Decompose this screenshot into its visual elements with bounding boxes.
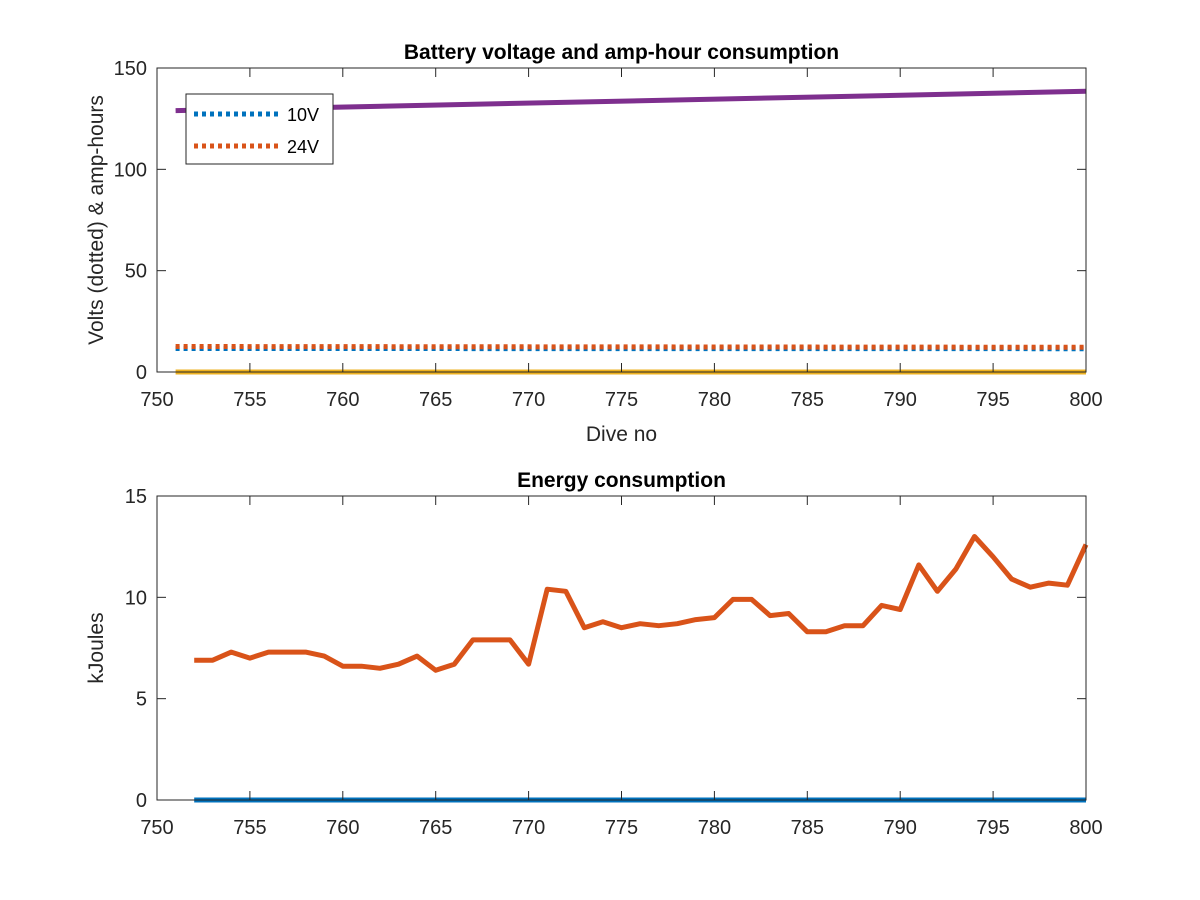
y-axis-label: Volts (dotted) & amp-hours [85, 95, 108, 345]
x-tick-label: 785 [791, 389, 824, 411]
x-tick-label: 800 [1069, 389, 1102, 411]
x-tick-label: 765 [419, 817, 452, 839]
y-tick-label: 15 [125, 486, 147, 508]
energy-consumption-axes: 750 755 760 765 770 775 780 785 790 795 800 0 5 10 15 E… [85, 469, 1103, 839]
x-tick-label: 785 [791, 817, 824, 839]
series-line-1 [194, 534, 1089, 673]
x-tick-label: 760 [326, 389, 359, 411]
x-tick-label: 775 [605, 817, 638, 839]
x-tick-label: 770 [512, 817, 545, 839]
x-tick-label: 780 [698, 389, 731, 411]
x-tick-label: 755 [233, 389, 266, 411]
chart-title: Energy consumption [517, 469, 726, 492]
x-tick-label: 760 [326, 817, 359, 839]
series-line-24v [175, 344, 1087, 350]
legend-label-10v: 10V [287, 105, 319, 125]
x-tick-label: 790 [884, 389, 917, 411]
x-tick-label: 795 [976, 817, 1009, 839]
x-tick-label: 780 [698, 817, 731, 839]
y-tick-label: 100 [114, 159, 147, 181]
y-tick-label: 5 [136, 689, 147, 711]
x-tick-label: 750 [140, 817, 173, 839]
x-axis-label: Dive no [586, 423, 657, 446]
y-tick-label: 0 [136, 362, 147, 384]
legend-label-24v: 24V [287, 137, 319, 157]
battery-voltage-axes: 750 755 760 765 770 775 780 785 790 795 800 0 50 100 1… [85, 41, 1103, 446]
y-tick-label: 10 [125, 587, 147, 609]
legend: 10V 24V [185, 93, 334, 165]
legend-box [185, 93, 334, 165]
x-tick-label: 800 [1069, 817, 1102, 839]
x-tick-label: 775 [605, 389, 638, 411]
x-tick-label: 750 [140, 389, 173, 411]
y-tick-label: 0 [136, 790, 147, 812]
y-tick-label: 150 [114, 58, 147, 80]
y-tick-label: 50 [125, 261, 147, 283]
x-tick-label: 755 [233, 817, 266, 839]
x-tick-label: 770 [512, 389, 545, 411]
x-tick-label: 765 [419, 389, 452, 411]
y-axis-label: kJoules [85, 612, 108, 683]
x-tick-label: 790 [884, 817, 917, 839]
x-tick-label: 795 [976, 389, 1009, 411]
axes-frame [156, 495, 1087, 801]
series-group [194, 534, 1089, 803]
chart-title: Battery voltage and amp-hour consumption [404, 41, 839, 64]
